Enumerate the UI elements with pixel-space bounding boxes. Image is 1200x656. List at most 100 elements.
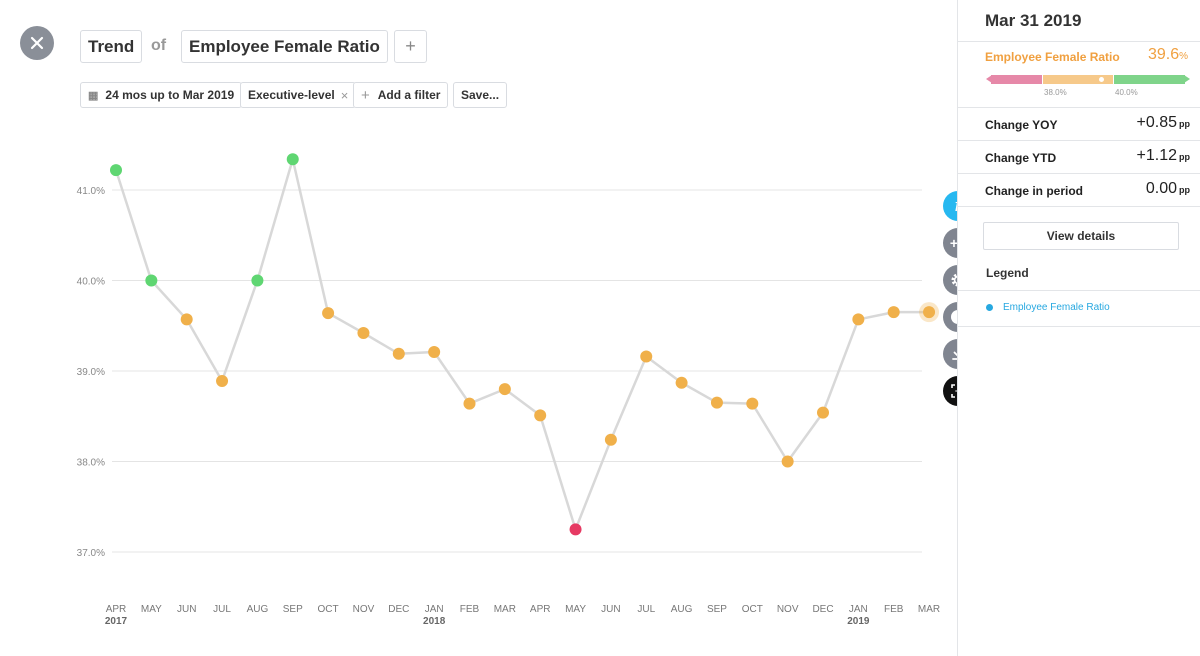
x-tick-label: JAN — [425, 604, 444, 615]
legend-item[interactable]: Employee Female Ratio — [986, 302, 1110, 313]
x-tick-label: OCT — [742, 604, 763, 615]
range-within-segment — [1043, 75, 1113, 84]
x-tick-label: SEP — [707, 604, 727, 615]
data-point — [357, 326, 370, 339]
x-tick-label: SEP — [283, 604, 303, 615]
save-label: Save... — [461, 88, 500, 102]
legend-item-label: Employee Female Ratio — [1003, 302, 1110, 313]
x-tick-label: APR — [530, 604, 551, 615]
x-tick-label: DEC — [812, 604, 833, 615]
change-period-label: Change in period — [985, 184, 1084, 198]
data-point — [180, 313, 193, 326]
x-year-label: 2019 — [847, 616, 870, 627]
data-point — [746, 397, 759, 410]
view-type-selector[interactable]: Trend — [80, 30, 143, 63]
change-ytd-label: Change YTD — [985, 151, 1057, 165]
x-tick-label: JUN — [601, 604, 620, 615]
data-point — [887, 306, 900, 319]
change-period-value: 0.00 pp — [1145, 180, 1190, 197]
range-high-arrow — [1184, 75, 1190, 83]
data-point — [110, 164, 122, 177]
x-tick-label: APR — [106, 604, 127, 615]
of-label: of — [151, 37, 167, 54]
data-point — [322, 307, 335, 320]
x-year-label: 2017 — [105, 616, 128, 627]
x-tick-label: NOV — [777, 604, 799, 615]
data-point — [392, 347, 405, 360]
remove-filter-icon[interactable]: × — [340, 87, 349, 103]
data-point — [463, 397, 476, 410]
x-tick-label: FEB — [460, 604, 480, 615]
level-filter[interactable]: Executive-level × — [240, 82, 357, 108]
range-bar — [986, 75, 1190, 84]
data-point — [852, 313, 865, 326]
level-filter-label: Executive-level — [248, 88, 335, 102]
x-tick-label: FEB — [884, 604, 904, 615]
data-point — [286, 153, 299, 166]
change-yoy-row: Change YOY +0.85 pp — [958, 108, 1200, 141]
change-ytd-value: +1.12 pp — [1136, 147, 1190, 164]
metric-summary: Employee Female Ratio 39.6% — [958, 42, 1200, 108]
add-filter-button[interactable]: + Add a filter — [353, 82, 449, 108]
save-button[interactable]: Save... — [453, 82, 508, 108]
x-tick-label: MAR — [918, 604, 940, 615]
x-tick-label: MAY — [565, 604, 586, 615]
close-button[interactable] — [20, 26, 54, 60]
range-below-segment — [991, 75, 1042, 84]
range-above-segment — [1114, 75, 1185, 84]
data-point — [710, 396, 723, 409]
metric-name: Employee Female Ratio — [985, 50, 1120, 64]
change-yoy-value: +0.85 pp — [1136, 114, 1190, 131]
period-filter[interactable]: ▦ 24 mos up to Mar 2019 — [80, 82, 243, 108]
y-tick-label: 40.0% — [77, 277, 105, 288]
legend-title: Legend — [986, 266, 1029, 280]
x-tick-label: OCT — [318, 604, 339, 615]
divider — [958, 326, 1200, 327]
metric-selector-label: Employee Female Ratio — [189, 36, 380, 56]
details-panel: Mar 31 2019 Employee Female Ratio 39.6% … — [957, 0, 1200, 656]
y-tick-label: 41.0% — [77, 186, 105, 197]
data-point — [923, 306, 936, 319]
range-low-arrow — [986, 75, 992, 83]
data-point — [604, 433, 617, 446]
x-tick-label: JUN — [177, 604, 196, 615]
calendar-icon: ▦ — [88, 89, 99, 102]
data-point — [675, 376, 688, 389]
metric-value: 39.6% — [1147, 46, 1188, 63]
metric-selector[interactable]: Employee Female Ratio — [181, 30, 388, 63]
range-marker — [1099, 77, 1104, 82]
legend-dot — [986, 304, 993, 311]
data-point — [428, 345, 441, 358]
data-point — [781, 455, 794, 468]
view-details-button[interactable]: View details — [983, 222, 1179, 250]
data-point — [534, 409, 547, 422]
plus-icon: + — [405, 36, 416, 56]
x-tick-label: JUL — [213, 604, 231, 615]
change-period-row: Change in period 0.00 pp — [958, 174, 1200, 207]
data-point — [640, 350, 653, 363]
x-tick-label: JAN — [849, 604, 868, 615]
x-tick-label: MAY — [141, 604, 162, 615]
data-point — [569, 523, 582, 536]
close-icon — [30, 36, 44, 50]
change-yoy-label: Change YOY — [985, 118, 1058, 132]
x-tick-label: NOV — [353, 604, 375, 615]
y-tick-label: 37.0% — [77, 548, 105, 559]
x-tick-label: AUG — [247, 604, 269, 615]
data-point — [216, 374, 229, 387]
add-filter-label: Add a filter — [377, 88, 441, 102]
add-metric-button[interactable]: + — [394, 30, 427, 63]
range-high-label: 40.0% — [1115, 88, 1138, 97]
data-point — [251, 274, 264, 287]
x-tick-label: DEC — [388, 604, 409, 615]
y-tick-label: 39.0% — [77, 367, 105, 378]
plus-icon: + — [361, 86, 370, 104]
data-point — [145, 274, 158, 287]
data-point — [817, 406, 829, 419]
x-year-label: 2018 — [423, 616, 446, 627]
data-point — [498, 383, 511, 396]
x-tick-label: MAR — [494, 604, 516, 615]
divider — [958, 290, 1200, 291]
panel-date: Mar 31 2019 — [958, 0, 1200, 42]
